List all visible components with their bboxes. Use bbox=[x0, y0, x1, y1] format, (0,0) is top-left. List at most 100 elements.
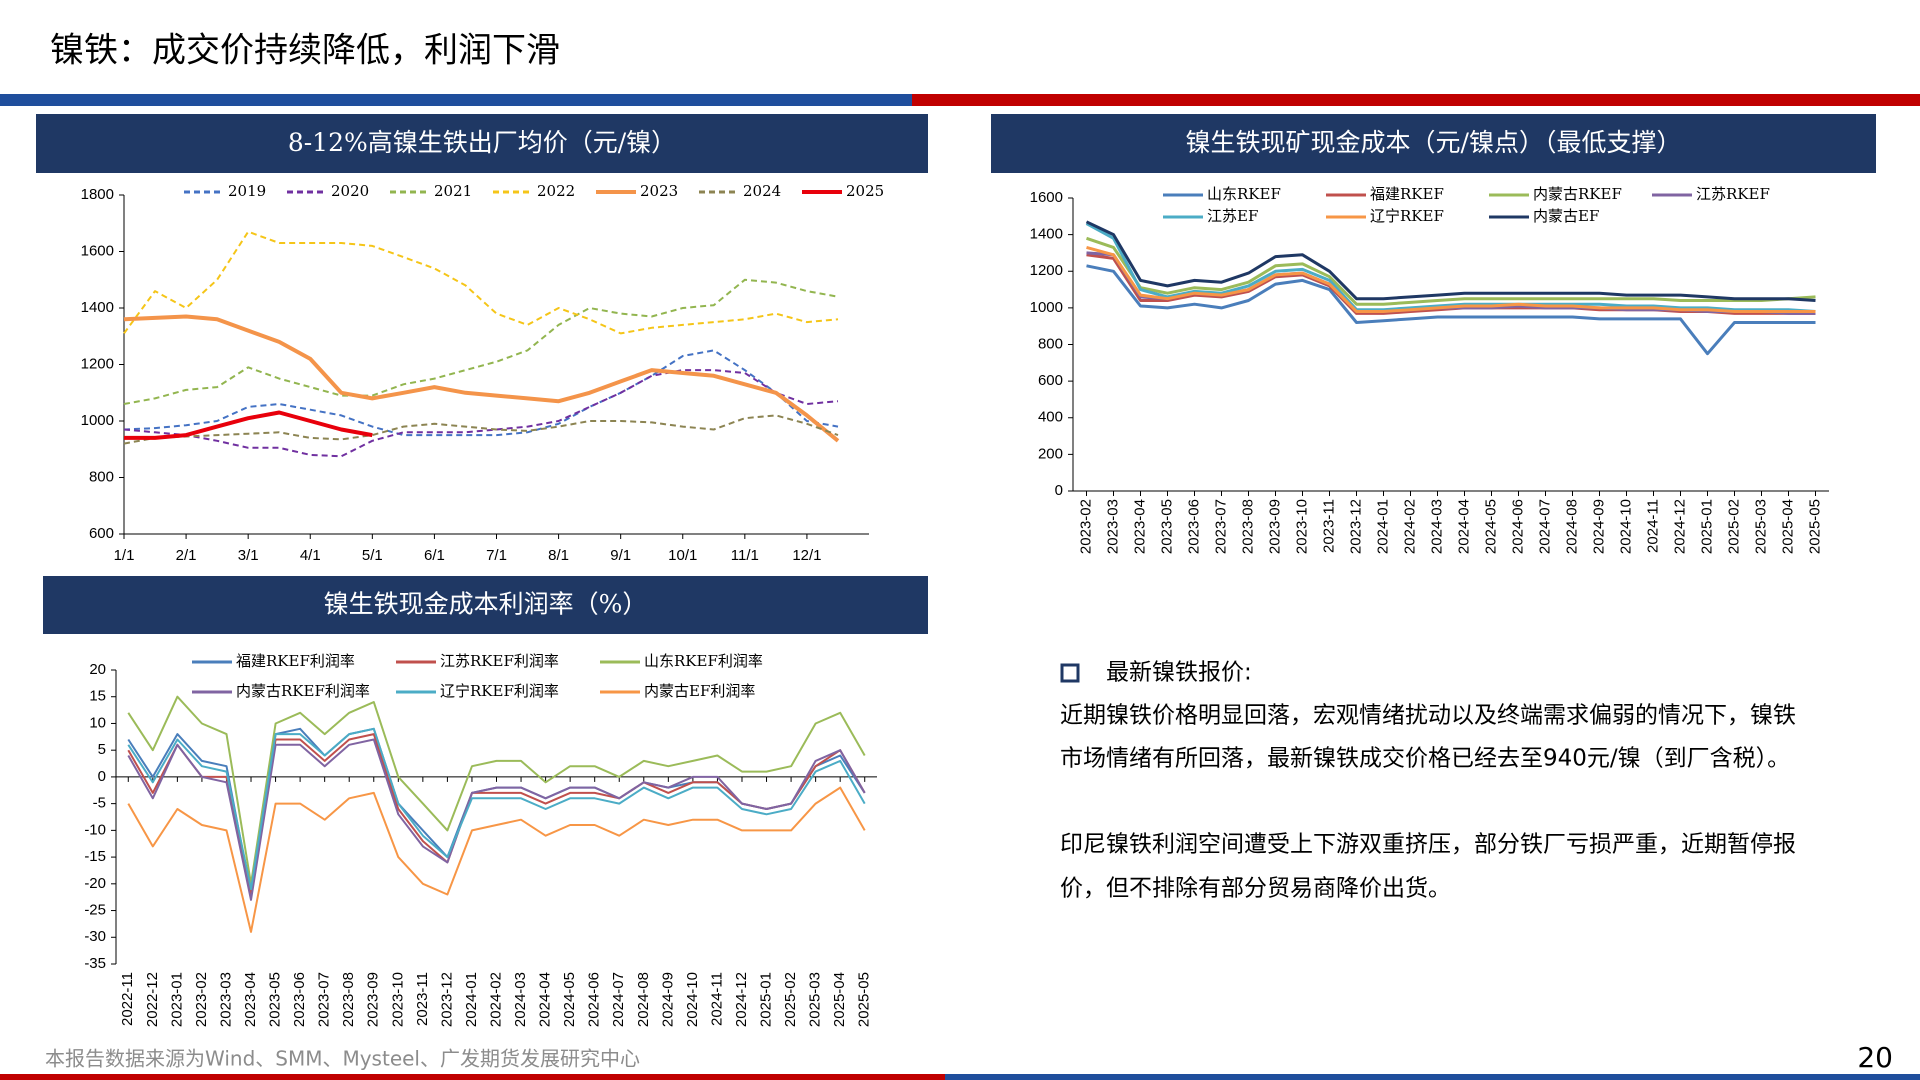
y-tick-label: 1000 bbox=[81, 412, 114, 429]
x-tick-label: 2023-04 bbox=[242, 972, 259, 1027]
x-tick-label: 2023-02 bbox=[1077, 499, 1094, 554]
legend-label: 福建RKEF利润率 bbox=[236, 652, 355, 670]
bullet-title: 最新镍铁报价: bbox=[1106, 660, 1252, 686]
series-line bbox=[1086, 264, 1816, 356]
x-tick-label: 2024-11 bbox=[1644, 499, 1661, 553]
x-tick-label: 2023-09 bbox=[1266, 499, 1283, 554]
x-tick-label: 2023-07 bbox=[316, 972, 333, 1027]
x-tick-label: 2024-05 bbox=[561, 972, 578, 1027]
y-tick-label: 15 bbox=[89, 688, 106, 705]
x-tick-label: 2023-05 bbox=[267, 972, 284, 1027]
y-tick-label: -10 bbox=[84, 821, 106, 838]
y-tick-label: 600 bbox=[89, 525, 114, 542]
series-line bbox=[1086, 236, 1816, 306]
series-line bbox=[1085, 222, 1816, 313]
paragraph-line: 近期镍铁价格明显回落，宏观情绪扰动以及终端需求偏弱的情况下，镍铁 bbox=[1060, 703, 1796, 729]
chart-title: 8-12%高镍生铁出厂均价（元/镍） bbox=[288, 128, 676, 157]
y-tick-label: 800 bbox=[89, 468, 114, 485]
x-tick-label: 2025-02 bbox=[782, 972, 799, 1027]
y-tick-label: -20 bbox=[84, 875, 106, 892]
x-tick-label: 2024-02 bbox=[487, 972, 504, 1027]
x-tick-label: 2023-02 bbox=[193, 972, 210, 1027]
x-tick-label: 2025-05 bbox=[856, 972, 873, 1027]
x-tick-label: 2023-11 bbox=[414, 972, 431, 1026]
y-tick-label: 10 bbox=[89, 714, 106, 731]
x-tick-label: 2024-07 bbox=[1536, 499, 1553, 554]
x-tick-label: 6/1 bbox=[424, 547, 445, 564]
x-tick-label: 2024-05 bbox=[1482, 499, 1499, 554]
x-tick-label: 4/1 bbox=[300, 547, 321, 564]
x-tick-label: 2023-07 bbox=[1212, 499, 1229, 554]
x-tick-label: 2023-10 bbox=[389, 972, 406, 1027]
x-tick-label: 2023-03 bbox=[1104, 499, 1121, 554]
x-tick-label: 2024-10 bbox=[684, 972, 701, 1027]
x-tick-label: 2023-06 bbox=[1185, 499, 1202, 554]
y-tick-label: 1400 bbox=[81, 299, 114, 316]
x-tick-label: 2023-08 bbox=[1239, 499, 1256, 554]
series-line bbox=[123, 314, 840, 443]
series-line bbox=[127, 727, 866, 891]
x-tick-label: 2023-01 bbox=[168, 972, 185, 1027]
x-tick-label: 2023-11 bbox=[1320, 499, 1337, 553]
x-tick-label: 7/1 bbox=[486, 547, 507, 564]
paragraph-line: 印尼镍铁利润空间遭受上下游双重挤压，部分铁厂亏损严重，近期暂停报 bbox=[1060, 832, 1796, 858]
series-line bbox=[123, 414, 839, 445]
x-tick-label: 2023-10 bbox=[1293, 499, 1310, 554]
y-tick-label: -5 bbox=[93, 795, 106, 812]
legend-label: 山东RKEF利润率 bbox=[644, 652, 763, 670]
series-line bbox=[123, 349, 839, 437]
x-tick-label: 2023-04 bbox=[1131, 499, 1148, 554]
x-tick-label: 2025-04 bbox=[1779, 499, 1796, 554]
y-tick-label: 1400 bbox=[1030, 226, 1063, 243]
y-tick-label: 800 bbox=[1038, 335, 1063, 352]
legend-label: 江苏RKEF bbox=[1696, 185, 1770, 203]
legend-label: 内蒙古EF利润率 bbox=[644, 682, 755, 700]
series-line bbox=[123, 230, 839, 335]
x-tick-label: 2023-12 bbox=[438, 972, 455, 1027]
legend-label: 江苏RKEF利润率 bbox=[440, 652, 559, 670]
x-tick-label: 2024-02 bbox=[1401, 499, 1418, 554]
x-tick-label: 2024-09 bbox=[659, 972, 676, 1027]
series-line bbox=[127, 786, 866, 933]
y-tick-label: 1600 bbox=[81, 242, 114, 259]
chart-header bbox=[991, 114, 1876, 173]
legend-label: 2022 bbox=[537, 182, 575, 200]
y-tick-label: 1200 bbox=[1030, 262, 1063, 279]
y-tick-label: 600 bbox=[1038, 372, 1063, 389]
top-bar-red bbox=[912, 94, 1920, 106]
chart-title: 镍生铁现金成本利润率（%） bbox=[324, 590, 648, 619]
x-tick-label: 2024-06 bbox=[1509, 499, 1526, 554]
x-tick-label: 2/1 bbox=[176, 547, 197, 564]
slide-title: 镍铁：成交价持续降低，利润下滑 bbox=[50, 31, 560, 71]
x-tick-label: 2025-03 bbox=[807, 972, 824, 1027]
paragraph-line: 价，但不排除有部分贸易商降价出货。 bbox=[1060, 876, 1451, 902]
x-tick-label: 10/1 bbox=[668, 547, 697, 564]
x-tick-label: 2024-12 bbox=[733, 972, 750, 1027]
x-tick-label: 2024-03 bbox=[512, 972, 529, 1027]
top-bar-blue bbox=[0, 94, 912, 106]
x-tick-label: 2022-12 bbox=[144, 972, 161, 1027]
x-tick-label: 2025-05 bbox=[1806, 499, 1823, 554]
x-tick-label: 1/1 bbox=[114, 547, 135, 564]
x-tick-label: 9/1 bbox=[610, 547, 631, 564]
y-tick-label: 20 bbox=[89, 661, 106, 678]
x-tick-label: 2024-08 bbox=[635, 972, 652, 1027]
chart-header bbox=[43, 576, 928, 634]
legend-label: 2025 bbox=[846, 182, 884, 200]
x-tick-label: 2024-12 bbox=[1671, 499, 1688, 554]
x-tick-label: 2023-08 bbox=[340, 972, 357, 1027]
y-tick-label: -30 bbox=[84, 928, 106, 945]
y-tick-label: 1800 bbox=[81, 186, 114, 203]
y-tick-label: 0 bbox=[98, 768, 106, 785]
legend-label: 辽宁RKEF利润率 bbox=[440, 682, 559, 700]
legend-label: 2021 bbox=[434, 182, 472, 200]
paragraph-line: 市场情绪有所回落，最新镍铁成交价格已经去至940元/镍（到厂含税）。 bbox=[1060, 746, 1790, 772]
x-tick-label: 2023-06 bbox=[291, 972, 308, 1027]
series-line bbox=[123, 278, 839, 405]
legend-label: 2020 bbox=[331, 182, 369, 200]
legend-label: 辽宁RKEF bbox=[1370, 207, 1444, 225]
series-line bbox=[123, 369, 839, 458]
y-tick-label: -25 bbox=[84, 902, 106, 919]
legend-label: 福建RKEF bbox=[1370, 185, 1444, 203]
